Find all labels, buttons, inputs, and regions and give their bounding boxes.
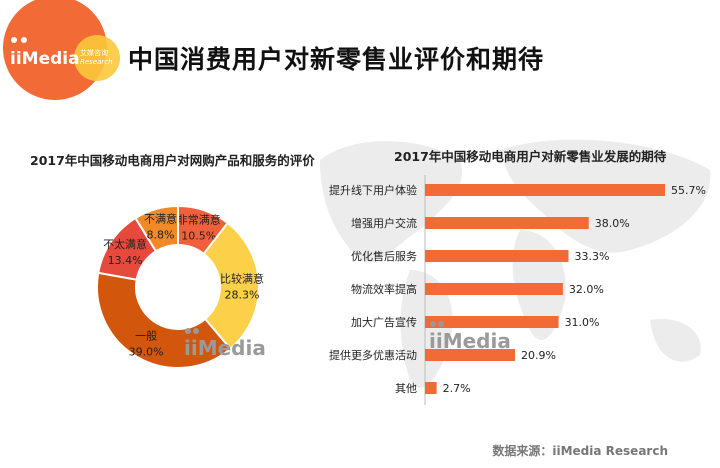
category-label: 其他: [395, 382, 417, 395]
slice-label: 不太满意: [103, 237, 147, 251]
bar-value-label: 38.0%: [595, 217, 630, 230]
iimedia-logo: iiMedia 艾媒咨询 Research: [3, 0, 120, 100]
category-label: 提供更多优惠活动: [329, 348, 417, 362]
slice-value-label: 28.3%: [225, 289, 260, 302]
bar: [425, 217, 589, 229]
svg-text:iiMedia: iiMedia: [10, 49, 80, 69]
bar: [425, 283, 563, 295]
bar-value-label: 32.0%: [569, 283, 604, 296]
slice-value-label: 8.8%: [147, 228, 175, 241]
bar-value-label: 20.9%: [521, 349, 556, 362]
bar-value-label: 55.7%: [671, 184, 706, 197]
watermark-logo: iiMedia: [429, 321, 511, 353]
bar: [425, 250, 569, 262]
category-label: 优化售后服务: [351, 249, 417, 263]
donut-chart: 非常满意 10.5% 比较满意 28.3% 一般 39.0% 不太满意 13.4% 不满意 8.8…: [96, 204, 264, 369]
category-label: 提升线下用户体验: [329, 183, 417, 197]
slice-value-label: 13.4%: [108, 254, 143, 267]
bar-value-label: 2.7%: [443, 382, 471, 395]
bar-value-label: 33.3%: [574, 250, 609, 263]
donut-chart-title: 2017年中国移动电商用户对网购产品和服务的评价: [30, 153, 315, 168]
bar-chart-title: 2017年中国移动电商用户对新零售业发展的期待: [394, 149, 667, 164]
category-label: 物流效率提高: [351, 282, 417, 296]
watermark-logo: iiMedia: [184, 328, 266, 360]
slice-value-label: 10.5%: [181, 229, 216, 242]
category-label: 加大广告宣传: [351, 315, 417, 329]
slice-label: 比较满意: [220, 272, 264, 286]
bar-value-label: 31.0%: [565, 316, 600, 329]
bar: [425, 316, 559, 328]
page-title: 中国消费用户对新零售业评价和期待: [128, 45, 545, 74]
bar: [425, 184, 665, 196]
slice-value-label: 39.0%: [129, 345, 164, 358]
bar: [425, 349, 516, 361]
donut-slice: [202, 221, 260, 351]
category-label: 增强用户交流: [351, 216, 417, 230]
data-source: 数据来源：iiMedia Research: [492, 444, 668, 458]
donut-slice: [96, 271, 232, 369]
bar: [425, 382, 437, 394]
bar-chart: 提升线下用户体验 55.7% 增强用户交流 38.0% 优化售后服务 33.3% 物流效率提…: [329, 175, 706, 405]
slice-label: 非常满意: [177, 212, 221, 226]
svg-text:iiMedia: iiMedia: [184, 336, 266, 360]
donut-slice: [134, 204, 179, 253]
svg-text:Research: Research: [80, 58, 113, 66]
svg-text:艾媒咨询: 艾媒咨询: [80, 48, 108, 57]
slice-label: 一般: [135, 329, 157, 342]
slice-label: 不满意: [144, 211, 177, 225]
svg-text:iiMedia: iiMedia: [429, 329, 511, 353]
